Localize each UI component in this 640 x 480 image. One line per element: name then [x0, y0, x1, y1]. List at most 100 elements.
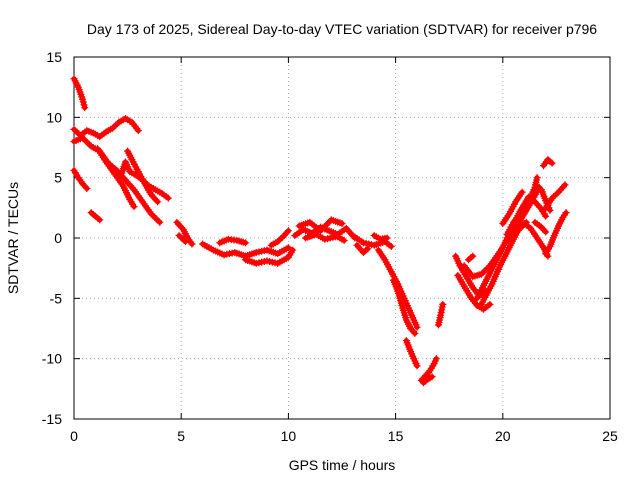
- data-series-track-25: [417, 355, 440, 384]
- data-point-marker: [546, 206, 554, 214]
- data-point-marker: [548, 194, 556, 202]
- data-series-track-14: [267, 227, 292, 249]
- data-point-marker: [112, 121, 120, 129]
- data-point-marker: [274, 238, 282, 246]
- data-point-marker: [175, 232, 183, 240]
- x-tick-label: 25: [602, 428, 618, 444]
- data-series-track-6: [124, 147, 162, 206]
- data-point-marker: [154, 217, 162, 225]
- data-series-track-20: [353, 241, 372, 256]
- y-tick-label: 5: [54, 170, 62, 186]
- data-series-track-7: [70, 166, 91, 193]
- data-point-marker: [283, 228, 291, 236]
- data-track-segment: [408, 326, 418, 336]
- data-point-marker: [134, 127, 142, 135]
- data-point-marker: [469, 252, 477, 260]
- data-point-marker: [149, 212, 157, 220]
- data-point-marker: [514, 227, 522, 235]
- data-point-marker: [428, 373, 436, 381]
- y-axis-label: SDTVAR / TECUs: [5, 182, 21, 294]
- data-point-marker: [79, 134, 87, 142]
- data-point-marker: [550, 193, 558, 201]
- data-series-track-41: [542, 209, 570, 258]
- data-track-segment: [285, 247, 296, 260]
- data-point-marker: [156, 218, 164, 226]
- data-point-marker: [411, 329, 419, 337]
- data-point-marker: [562, 209, 570, 217]
- data-series-track-18: [332, 232, 348, 244]
- data-point-marker: [70, 125, 78, 133]
- data-point-marker: [516, 225, 524, 233]
- x-tick-label: 10: [281, 428, 297, 444]
- data-series-track-21: [370, 232, 391, 243]
- data-point-marker: [110, 123, 118, 131]
- data-series-track-10: [175, 232, 189, 246]
- data-point-marker: [164, 194, 172, 202]
- data-point-marker: [518, 188, 526, 196]
- data-point-marker: [178, 235, 186, 243]
- data-point-marker: [477, 270, 485, 278]
- data-point-marker: [84, 139, 92, 147]
- axis-ticks: 0 5 10 15 20 25 -15 -10 -5 0 5 10 15: [42, 49, 618, 444]
- y-tick-label: -15: [42, 411, 62, 427]
- x-axis-label: GPS time / hours: [289, 457, 396, 473]
- data-point-marker: [533, 174, 541, 182]
- data-series-track-9: [173, 218, 196, 248]
- data-point-marker: [81, 183, 89, 191]
- data-point-marker: [364, 245, 372, 253]
- data-point-marker: [154, 198, 162, 206]
- data-point-marker: [542, 228, 550, 236]
- data-series-track-42: [542, 181, 569, 212]
- data-series-track-17: [302, 230, 340, 243]
- data-series-track-16: [295, 216, 346, 235]
- data-point-marker: [479, 269, 487, 277]
- data-point-marker: [284, 227, 292, 235]
- data-point-marker: [72, 127, 80, 135]
- data-point-marker: [540, 226, 548, 234]
- data-point-marker: [387, 242, 395, 250]
- data-track-segment: [127, 196, 137, 210]
- data-point-marker: [188, 240, 196, 248]
- data-point-marker: [284, 244, 292, 252]
- data-point-marker: [151, 213, 159, 221]
- data-point-marker: [275, 236, 283, 244]
- data-series-track-8: [87, 209, 104, 224]
- data-point-marker: [177, 233, 185, 241]
- data-point-marker: [82, 137, 90, 145]
- data-point-marker: [439, 300, 447, 308]
- y-tick-label: -5: [50, 290, 63, 306]
- data-point-marker: [413, 362, 421, 370]
- data-track-segment: [80, 181, 90, 192]
- data-point-marker: [242, 239, 250, 247]
- data-point-marker: [517, 223, 525, 231]
- data-point-marker: [83, 185, 91, 193]
- data-point-marker: [181, 238, 189, 246]
- data-point-marker: [413, 323, 421, 331]
- data-series-track-35: [499, 188, 526, 228]
- data-point-marker: [96, 216, 104, 224]
- data-series-track-11: [199, 240, 292, 260]
- data-points: [70, 75, 570, 387]
- data-point-marker: [548, 159, 556, 167]
- y-tick-label: 15: [46, 49, 62, 65]
- y-tick-label: 0: [54, 230, 62, 246]
- data-series-track-37: [531, 218, 550, 236]
- data-series-track-26: [419, 373, 436, 387]
- data-point-marker: [561, 181, 569, 189]
- data-point-marker: [277, 235, 285, 243]
- data-series-track-1: [70, 75, 89, 112]
- x-tick-label: 0: [70, 428, 78, 444]
- chart-title: Day 173 of 2025, Sidereal Day-to-day VTE…: [87, 21, 597, 37]
- x-tick-label: 5: [177, 428, 185, 444]
- data-point-marker: [383, 234, 391, 242]
- data-point-marker: [289, 246, 297, 254]
- data-point-marker: [152, 215, 160, 223]
- data-point-marker: [486, 300, 494, 308]
- data-series-track-24: [402, 337, 421, 370]
- data-point-marker: [409, 328, 417, 336]
- data-track-segment: [159, 190, 171, 201]
- data-track-segment: [185, 235, 195, 247]
- data-series-track-29: [454, 271, 494, 313]
- data-series-track-13: [242, 246, 297, 267]
